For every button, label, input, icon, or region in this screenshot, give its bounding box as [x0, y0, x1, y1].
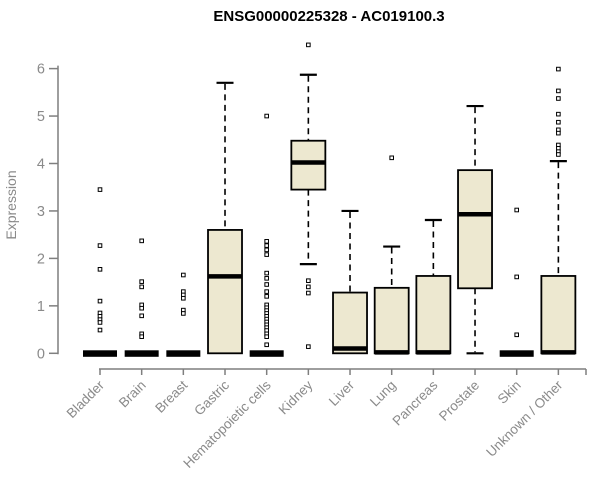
outlier-point-hematopoietic-cells [264, 243, 269, 248]
outlier-point-bladder [97, 298, 103, 304]
outlier-point-hematopoietic-cells [264, 342, 269, 348]
outlier-point-unknown-other [556, 119, 561, 125]
outlier-point-skin [514, 207, 520, 213]
x-tick-label-lung: Lung [367, 378, 399, 410]
y-tick-label: 1 [37, 299, 45, 315]
outlier-point-unknown-other [556, 66, 561, 72]
box-kidney [290, 139, 327, 191]
y-axis-label: Expression [3, 170, 19, 239]
x-tick-label-breast: Breast [152, 377, 190, 415]
y-tick-label: 2 [37, 251, 45, 267]
chart-title: ENSG00000225328 - AC019100.3 [213, 8, 444, 25]
outlier-point-unknown-other [556, 96, 561, 101]
outlier-point-brain [139, 305, 144, 311]
outlier-point-skin [514, 332, 520, 338]
y-tick-label: 4 [37, 157, 45, 173]
outlier-point-hematopoietic-cells [264, 294, 269, 299]
x-tick-label-brain: Brain [116, 378, 149, 411]
y-tick-label: 0 [37, 346, 45, 362]
box-gastric [207, 229, 243, 355]
x-tick-label-unknown-other: Unknown / Other [483, 377, 566, 460]
outlier-point-skin [514, 274, 520, 280]
outlier-point-kidney [306, 344, 311, 349]
y-tick-label: 5 [37, 109, 45, 125]
outlier-point-bladder [97, 187, 103, 192]
outlier-point-hematopoietic-cells [264, 276, 269, 281]
outlier-point-hematopoietic-cells [264, 239, 269, 244]
outlier-point-brain [139, 334, 144, 339]
x-tick-label-gastric: Gastric [191, 377, 232, 418]
flat-box-brain [124, 350, 159, 357]
box-unknown-other [540, 275, 577, 355]
outlier-point-brain [139, 313, 144, 319]
x-tick-label-liver: Liver [326, 377, 358, 409]
outlier-point-hematopoietic-cells [264, 289, 269, 294]
flat-box-breast [166, 350, 201, 357]
box-pancreas [415, 275, 452, 355]
box-liver [332, 291, 368, 355]
outlier-point-bladder [97, 327, 103, 333]
outlier-point-hematopoietic-cells [264, 282, 269, 287]
outlier-point-lung [389, 155, 394, 161]
outlier-point-brain [139, 279, 144, 284]
outlier-point-bladder [97, 267, 103, 272]
outlier-point-breast [181, 311, 186, 316]
flat-box-skin [499, 350, 534, 357]
outlier-point-kidney [306, 42, 311, 48]
outlier-point-kidney [306, 278, 311, 284]
outlier-point-hematopoietic-cells [264, 113, 269, 119]
outlier-point-unknown-other [556, 130, 561, 136]
outlier-point-brain [139, 284, 144, 290]
outlier-point-brain [139, 238, 144, 244]
box-lung [373, 286, 410, 355]
outlier-point-kidney [306, 284, 311, 290]
x-tick-label-pancreas: Pancreas [390, 377, 441, 428]
outlier-point-unknown-other [556, 152, 561, 157]
x-tick-label-prostate: Prostate [436, 378, 482, 424]
outlier-point-kidney [306, 290, 311, 296]
outlier-point-hematopoietic-cells [264, 270, 269, 276]
outlier-point-bladder [97, 320, 103, 325]
x-tick-label-kidney: Kidney [276, 377, 316, 417]
outlier-point-hematopoietic-cells [264, 252, 269, 257]
y-tick-label: 6 [37, 62, 45, 78]
outlier-point-bladder [97, 243, 103, 248]
flat-box-bladder [83, 350, 117, 357]
box-prostate [457, 169, 493, 290]
outlier-point-unknown-other [556, 88, 561, 94]
flat-box-hematopoietic-cells [249, 350, 284, 357]
y-tick-label: 3 [37, 204, 45, 220]
outlier-point-breast [181, 295, 186, 301]
x-tick-label-skin: Skin [495, 378, 524, 407]
outlier-point-unknown-other [556, 111, 561, 117]
outlier-point-hematopoietic-cells [264, 247, 269, 253]
outlier-point-breast [181, 272, 186, 278]
x-tick-label-bladder: Bladder [64, 377, 108, 421]
outlier-point-hematopoietic-cells [264, 334, 269, 339]
